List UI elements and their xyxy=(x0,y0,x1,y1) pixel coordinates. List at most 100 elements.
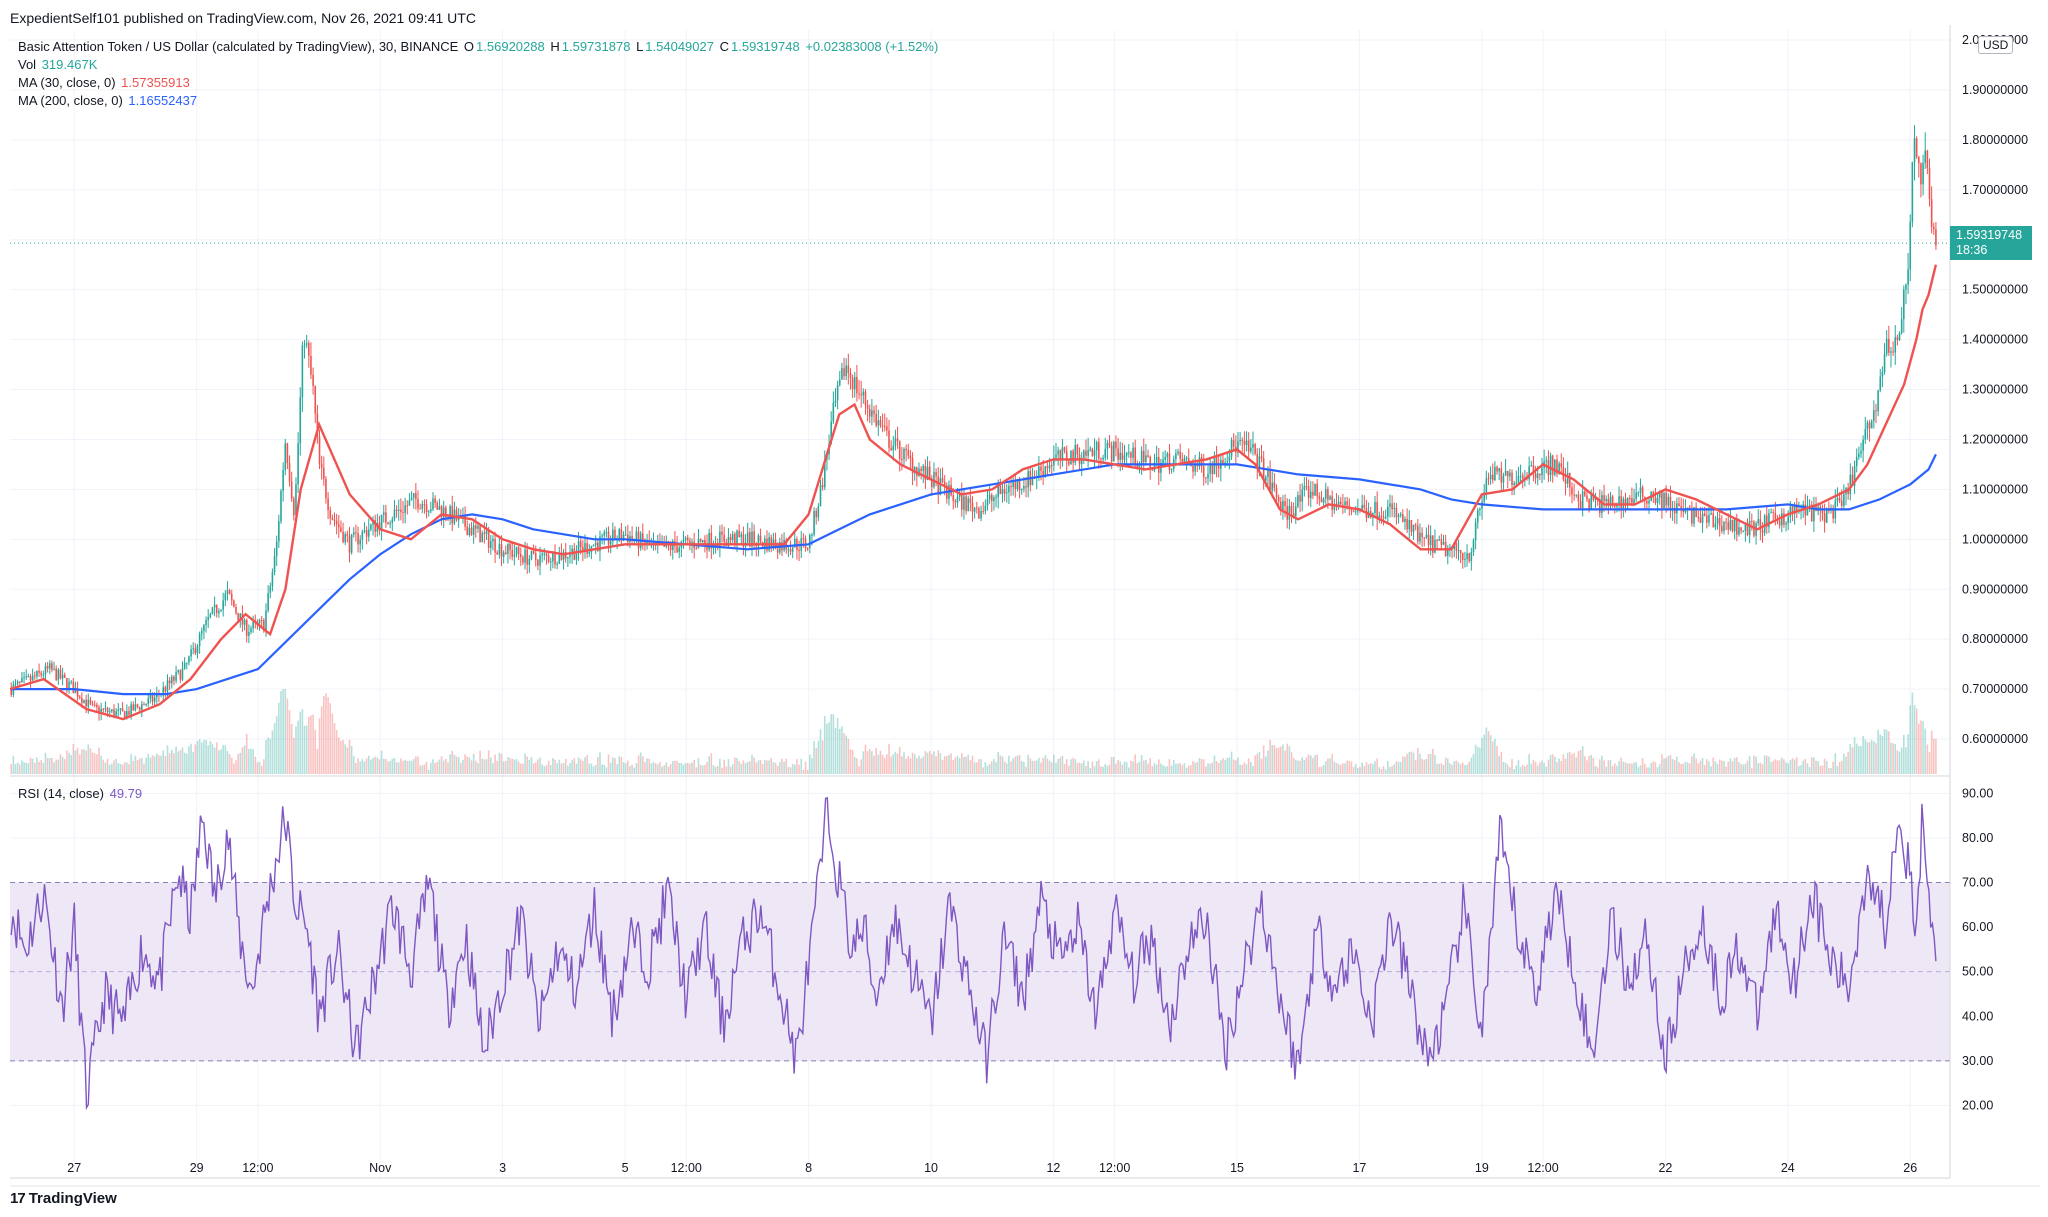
candle-body xyxy=(237,613,239,621)
volume-bar xyxy=(1866,742,1869,774)
volume-bar xyxy=(1491,741,1494,774)
volume-bar xyxy=(252,749,254,774)
candle-body xyxy=(209,613,212,618)
ma200-legend[interactable]: MA (200, close, 0) 1.16552437 xyxy=(18,92,199,110)
volume-bar xyxy=(1389,767,1391,774)
volume-bar xyxy=(237,753,239,774)
candle-body xyxy=(1455,542,1458,551)
candle-body xyxy=(1851,474,1854,486)
candle-body xyxy=(295,484,297,516)
volume-bar xyxy=(1795,757,1798,774)
volume-bar xyxy=(1849,744,1852,774)
volume-bar xyxy=(194,744,197,774)
candle-body xyxy=(1342,504,1344,506)
volume-bar xyxy=(806,769,809,774)
candle-body xyxy=(721,531,723,535)
volume-bar xyxy=(515,759,518,774)
candle-body xyxy=(866,405,869,409)
ma200-line xyxy=(10,453,1937,696)
candle-body xyxy=(836,385,839,401)
candle-body xyxy=(314,386,317,414)
candle-body xyxy=(1419,532,1421,542)
candle-body xyxy=(1866,422,1869,430)
volume-bar xyxy=(293,737,295,774)
volume-bar xyxy=(811,758,813,774)
candle-body xyxy=(113,709,115,717)
candle-body xyxy=(85,699,87,707)
volume-bar xyxy=(1845,756,1847,774)
volume-bar xyxy=(534,762,537,774)
volume-bar xyxy=(1402,756,1404,774)
volume-bar xyxy=(922,756,925,774)
price-axis[interactable]: 2.000000001.900000001.800000001.70000000… xyxy=(1962,33,2028,746)
candle-body xyxy=(1192,465,1194,472)
volume-bar xyxy=(969,760,972,774)
volume-bar xyxy=(1449,763,1451,774)
volume-bar xyxy=(939,753,942,774)
candle-body xyxy=(1085,450,1087,456)
volume-bar xyxy=(1547,759,1550,774)
candle-body xyxy=(1352,510,1355,512)
volume-bar xyxy=(652,761,655,774)
volume-bar xyxy=(1192,761,1194,774)
volume-bar xyxy=(849,749,852,774)
candle-body xyxy=(1232,439,1235,447)
rsi-legend[interactable]: RSI (14, close) 49.79 xyxy=(18,785,144,803)
volume-bar xyxy=(530,757,533,774)
volume-legend[interactable]: Vol 319.467K xyxy=(18,56,99,74)
candle-body xyxy=(549,561,552,563)
volume-bar xyxy=(1684,761,1687,774)
volume-bar xyxy=(269,738,272,774)
candle-body xyxy=(215,604,218,614)
volume-bar xyxy=(710,753,713,774)
volume-bar xyxy=(1483,734,1485,774)
volume-bar xyxy=(1170,765,1173,774)
candle-body xyxy=(1864,429,1867,440)
candle-body xyxy=(1303,486,1306,490)
candle-body xyxy=(534,553,537,560)
currency-badge[interactable]: USD xyxy=(1978,36,2014,54)
candle-body xyxy=(601,535,603,537)
volume-bar xyxy=(136,760,139,774)
volume-bar xyxy=(689,763,691,774)
volume-bar xyxy=(1194,762,1196,774)
volume-bar xyxy=(1068,765,1070,774)
candle-body xyxy=(954,500,957,503)
price-candles xyxy=(10,125,1937,721)
symbol-legend[interactable]: Basic Attention Token / US Dollar (calcu… xyxy=(18,38,940,56)
volume-bar xyxy=(1065,759,1068,774)
volume-bar xyxy=(847,738,850,774)
volume-bar xyxy=(1134,754,1137,774)
candle-body xyxy=(1393,507,1396,510)
volume-bar xyxy=(1744,763,1747,774)
volume-bar xyxy=(1055,762,1057,774)
candle-body xyxy=(312,374,314,387)
candle-body xyxy=(1554,459,1556,475)
candle-body xyxy=(1076,444,1079,455)
ma30-legend[interactable]: MA (30, close, 0) 1.57355913 xyxy=(18,74,192,92)
volume-bar xyxy=(1175,763,1177,774)
volume-bar xyxy=(1506,764,1509,774)
candle-body xyxy=(136,704,139,707)
candle-body xyxy=(1438,539,1441,541)
time-axis[interactable]: 27 29 12:00 Nov 3 5 12:00 8 10 12 12:00 15 17 19 12:00… xyxy=(67,1161,1917,1175)
candle-body xyxy=(102,708,105,710)
volume-bar xyxy=(560,763,563,774)
candle-body xyxy=(282,470,284,491)
tradingview-brand[interactable]: 17 TradingView xyxy=(10,1190,117,1207)
volume-bar xyxy=(650,763,653,774)
candle-body xyxy=(166,680,169,692)
candle-body xyxy=(1057,450,1059,455)
volume-bar xyxy=(813,741,815,774)
candle-body xyxy=(44,666,47,675)
volume-bar xyxy=(179,750,182,774)
candle-body xyxy=(1046,466,1049,469)
volume-bar xyxy=(1147,763,1149,774)
candle-body xyxy=(483,532,486,534)
candle-body xyxy=(53,668,55,670)
candle-body xyxy=(1558,463,1560,474)
candle-body xyxy=(682,539,685,542)
candle-body xyxy=(937,476,940,495)
